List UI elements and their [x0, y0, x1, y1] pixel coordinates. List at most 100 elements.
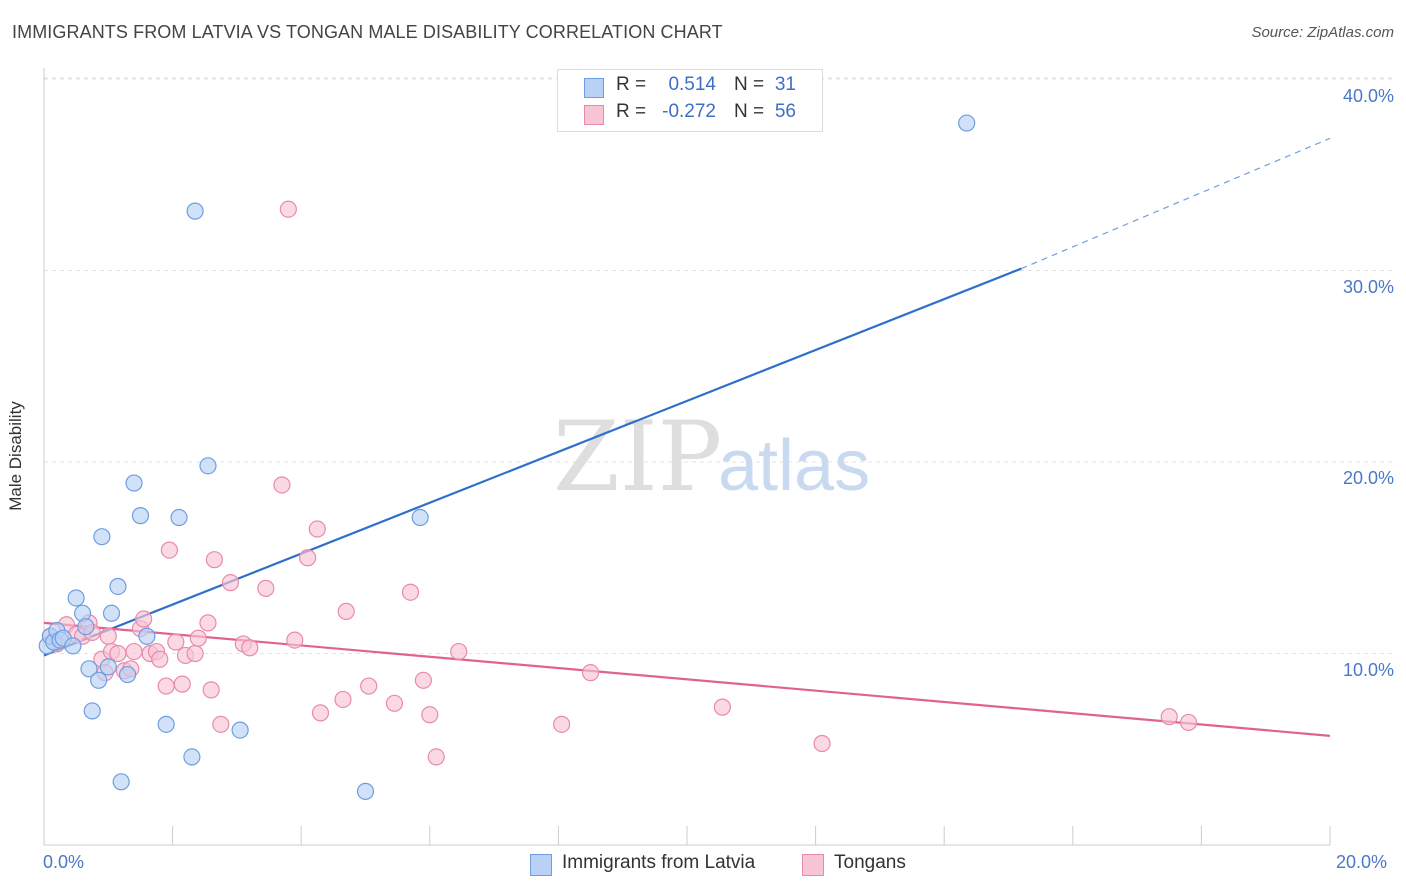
- latvia-point: [183, 748, 201, 766]
- legend-n-value: 31: [774, 74, 796, 95]
- tongan-point: [99, 627, 117, 645]
- legend-r-value: 0.514: [668, 74, 716, 95]
- tongan-point: [205, 551, 223, 569]
- data-points: [38, 114, 1198, 800]
- latvia-point: [90, 671, 108, 689]
- tongan-point: [221, 574, 240, 592]
- tongan-point: [385, 694, 404, 712]
- tongan-point: [157, 677, 175, 695]
- legend-n-label: N =: [734, 101, 765, 122]
- trend-line-tongans: [43, 621, 1331, 737]
- watermark: ZIP atlas: [553, 401, 870, 513]
- watermark-zip: ZIP: [553, 401, 722, 513]
- legend-swatch-tongans: [802, 854, 824, 876]
- trend-line-latvia-extension: [1021, 137, 1331, 270]
- tongan-point: [125, 642, 143, 661]
- y-tick-label: 10.0%: [1342, 660, 1394, 680]
- latvia-point: [356, 782, 375, 800]
- tongan-point: [713, 698, 731, 716]
- legend-swatch-tongans: [584, 105, 604, 125]
- legend-label-tongans: Tongans: [834, 852, 906, 873]
- tongan-point: [167, 633, 185, 651]
- tongan-point: [189, 629, 207, 647]
- latvia-point: [231, 721, 249, 739]
- axes: [43, 68, 1331, 846]
- latvia-point: [118, 665, 137, 684]
- chart-title: IMMIGRANTS FROM LATVIA VS TONGAN MALE DI…: [12, 22, 723, 42]
- x-tick-label-left: 0.0%: [43, 852, 85, 872]
- latvia-point: [131, 507, 150, 525]
- latvia-point: [186, 202, 204, 220]
- tongan-point: [1179, 713, 1198, 732]
- latvia-point: [83, 702, 101, 720]
- tongan-point: [421, 706, 439, 724]
- tongan-point: [186, 644, 204, 663]
- latvia-point: [77, 618, 95, 636]
- tongan-point: [241, 639, 259, 657]
- tongan-point: [279, 200, 297, 218]
- source-label: Source: ZipAtlas.com: [1251, 24, 1394, 41]
- tongan-point: [199, 614, 217, 632]
- latvia-point: [99, 658, 117, 676]
- tongan-point: [334, 690, 352, 709]
- tongan-point: [173, 675, 191, 693]
- x-tick-label-right: 20.0%: [1336, 852, 1388, 872]
- latvia-point: [958, 114, 976, 132]
- tongan-point: [273, 476, 291, 494]
- legend-label-latvia: Immigrants from Latvia: [562, 852, 756, 873]
- tongan-point: [286, 631, 304, 649]
- watermark-atlas: atlas: [718, 426, 870, 506]
- latvia-point: [125, 474, 143, 492]
- legend-r-value: -0.272: [662, 101, 716, 122]
- legend-n-value: 56: [774, 101, 796, 122]
- tongan-point: [160, 541, 178, 559]
- y-tick-label: 30.0%: [1342, 277, 1394, 297]
- tongan-point: [257, 579, 275, 597]
- latvia-point: [170, 508, 188, 527]
- tongan-point: [813, 734, 831, 753]
- tongan-point: [427, 748, 445, 766]
- trend-lines: [43, 137, 1331, 737]
- stats-legend: R = 0.514 N = 31 R = -0.272 N = 56: [557, 69, 823, 132]
- latvia-point: [102, 604, 121, 622]
- y-tick-label: 20.0%: [1342, 468, 1394, 488]
- tongan-point: [553, 715, 571, 733]
- tongan-point: [581, 664, 600, 682]
- legend-r-label: R =: [616, 74, 647, 95]
- legend-r-label: R =: [616, 101, 647, 122]
- latvia-point: [157, 715, 175, 733]
- tongan-point: [308, 520, 326, 538]
- tongan-point: [212, 715, 230, 733]
- y-tick-label: 40.0%: [1342, 86, 1394, 106]
- latvia-point: [138, 627, 156, 645]
- tongan-point: [202, 681, 220, 699]
- tongan-point: [311, 704, 330, 722]
- trend-line-latvia: [43, 267, 1022, 657]
- legend-row-tongans: R = -0.272 N = 56: [558, 101, 822, 129]
- latvia-point: [411, 508, 429, 527]
- tongan-point: [450, 642, 468, 661]
- latvia-point: [80, 660, 98, 678]
- latvia-point: [199, 457, 217, 475]
- y-axis-label: Male Disability: [6, 401, 25, 511]
- tongan-point: [337, 602, 355, 620]
- tongan-point: [1160, 708, 1178, 726]
- tongan-point: [135, 610, 153, 628]
- latvia-point: [64, 637, 82, 655]
- legend-row-latvia: R = 0.514 N = 31: [558, 74, 822, 102]
- latvia-point: [112, 773, 130, 791]
- legend-swatch-latvia: [584, 78, 604, 98]
- tongan-point: [151, 650, 169, 668]
- tongan-point: [299, 549, 317, 567]
- latvia-point: [109, 577, 127, 596]
- tongan-point: [360, 677, 378, 695]
- latvia-point: [67, 589, 85, 607]
- legend-n-label: N =: [734, 74, 765, 95]
- tongan-point: [401, 583, 420, 601]
- legend-swatch-latvia: [530, 854, 552, 876]
- tongan-point: [414, 671, 432, 689]
- grid-lines: [44, 77, 1392, 654]
- tongan-point: [109, 644, 127, 663]
- latvia-point: [93, 528, 111, 546]
